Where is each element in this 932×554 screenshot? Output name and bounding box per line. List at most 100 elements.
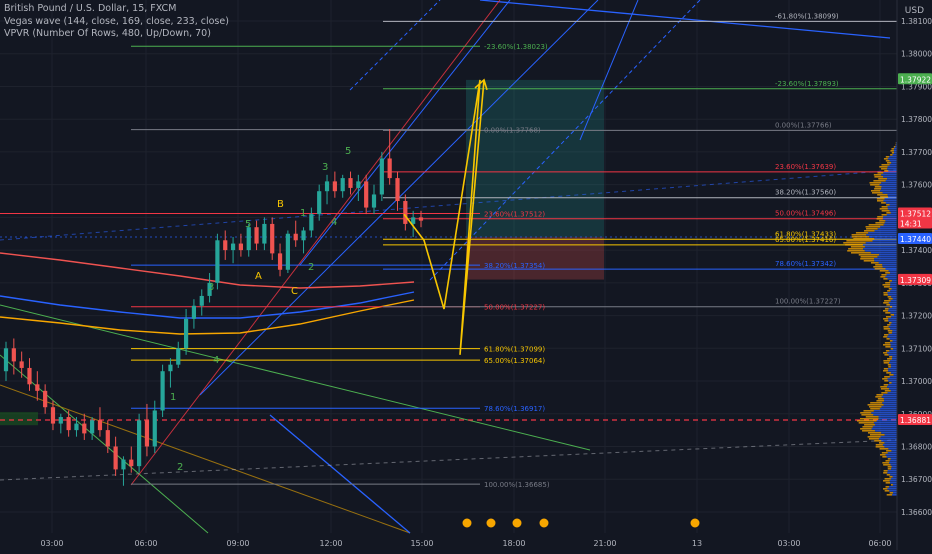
price-axis-label: 1.37600	[901, 181, 932, 190]
volume-bar-up	[889, 350, 897, 352]
volume-bar-up	[885, 222, 897, 224]
volume-bar-down	[886, 338, 889, 340]
candle-body	[380, 158, 384, 194]
volume-bar-up	[888, 158, 897, 160]
volume-bar-down	[890, 154, 892, 156]
chart-legend: British Pound / U.S. Dollar, 15, FXCM Ve…	[4, 3, 229, 41]
volume-bar-up	[866, 234, 897, 236]
candle-body	[286, 234, 290, 270]
fib-level-label: 50.00%(1.37227)	[484, 304, 545, 312]
volume-bar-up	[889, 156, 897, 158]
volume-bar-down	[868, 404, 884, 406]
volume-bar-down	[886, 482, 890, 484]
volume-bar-down	[889, 374, 893, 376]
volume-bar-up	[887, 472, 897, 474]
wave-label: 4	[331, 217, 337, 228]
volume-bar-up	[888, 320, 897, 322]
volume-bar-down	[886, 204, 889, 206]
volume-bar-up	[892, 358, 897, 360]
volume-bar-down	[880, 196, 888, 198]
volume-bar-down	[871, 190, 880, 192]
volume-bar-up	[884, 404, 897, 406]
volume-bar-up	[890, 290, 897, 292]
volume-bar-up	[891, 322, 897, 324]
volume-bar-up	[890, 482, 897, 484]
volume-bar-down	[876, 444, 883, 446]
indicator-vpvr[interactable]: VPVR (Number Of Rows, 480, Up/Down, 70)	[4, 28, 229, 41]
volume-bar-down	[886, 350, 889, 352]
candle-body	[317, 191, 321, 214]
candle-body	[341, 178, 345, 191]
volume-bar-up	[882, 402, 897, 404]
volume-bar-up	[877, 256, 897, 258]
volume-bar-up	[890, 312, 897, 314]
volume-bar-down	[875, 222, 884, 224]
volume-bar-up	[877, 420, 897, 422]
volume-bar-up	[863, 244, 897, 246]
volume-bar-down	[879, 220, 885, 222]
volume-bar-down	[887, 358, 892, 360]
time-axis-label: 03:00	[777, 539, 800, 548]
volume-bar-down	[879, 166, 887, 168]
volume-bar-down	[883, 302, 889, 304]
volume-bar-down	[884, 170, 888, 172]
volume-bar-down	[852, 236, 870, 238]
volume-bar-up	[890, 376, 897, 378]
candle-body	[419, 217, 423, 220]
volume-bar-up	[891, 458, 897, 460]
fib-level-label: 38.20%(1.37354)	[484, 262, 545, 270]
price-tag-label: 1.37922	[900, 75, 931, 84]
volume-bar-up	[888, 392, 897, 394]
volume-bar-up	[890, 286, 897, 288]
candle-body	[192, 306, 196, 319]
volume-bar-down	[880, 208, 888, 210]
volume-bar-up	[892, 280, 897, 282]
volume-bar-down	[861, 414, 873, 416]
price-axis-label: 1.37400	[901, 246, 932, 255]
volume-bar-up	[869, 236, 897, 238]
volume-bar-up	[880, 408, 897, 410]
volume-bar-up	[890, 474, 897, 476]
currency-label: USD	[905, 6, 924, 16]
volume-bar-down	[883, 488, 887, 490]
price-tag-label: 1.37512	[900, 209, 931, 218]
volume-bar-up	[880, 190, 897, 192]
volume-bar-up	[893, 348, 897, 350]
volume-bar-up	[892, 340, 897, 342]
volume-bar-down	[847, 250, 865, 252]
volume-bar-up	[887, 214, 897, 216]
fib-level-label: 50.00%(1.37496)	[775, 210, 836, 218]
volume-bar-down	[875, 268, 886, 270]
volume-bar-down	[887, 290, 890, 292]
volume-bar-down	[884, 380, 888, 382]
volume-bar-down	[889, 288, 892, 290]
volume-bar-up	[892, 330, 897, 332]
volume-bar-down	[875, 186, 882, 188]
volume-bar-down	[860, 412, 871, 414]
volume-bar-down	[894, 146, 895, 148]
price-tag-label: 1.36881	[900, 416, 931, 425]
volume-bar-down	[878, 172, 884, 174]
volume-bar-down	[889, 298, 893, 300]
volume-bar-down	[862, 430, 875, 432]
wave-label: A	[255, 271, 262, 282]
indicator-vegas-wave[interactable]: Vegas wave (144, close, 169, close, 233,…	[4, 16, 229, 29]
volume-bar-up	[879, 418, 897, 420]
volume-bar-down	[877, 216, 883, 218]
volume-bar-down	[892, 152, 894, 154]
volume-bar-up	[888, 378, 897, 380]
symbol-title[interactable]: British Pound / U.S. Dollar, 15, FXCM	[4, 3, 229, 16]
volume-bar-down	[859, 422, 874, 424]
volume-bar-down	[884, 320, 888, 322]
volume-bar-up	[887, 456, 897, 458]
volume-bar-down	[870, 434, 885, 436]
time-axis-label: 03:00	[40, 539, 63, 548]
wave-label: 4	[213, 355, 219, 366]
volume-bar-down	[891, 314, 895, 316]
candle-body	[403, 201, 407, 224]
volume-bar-up	[865, 246, 897, 248]
volume-bar-up	[890, 272, 897, 274]
volume-bar-down	[869, 438, 879, 440]
